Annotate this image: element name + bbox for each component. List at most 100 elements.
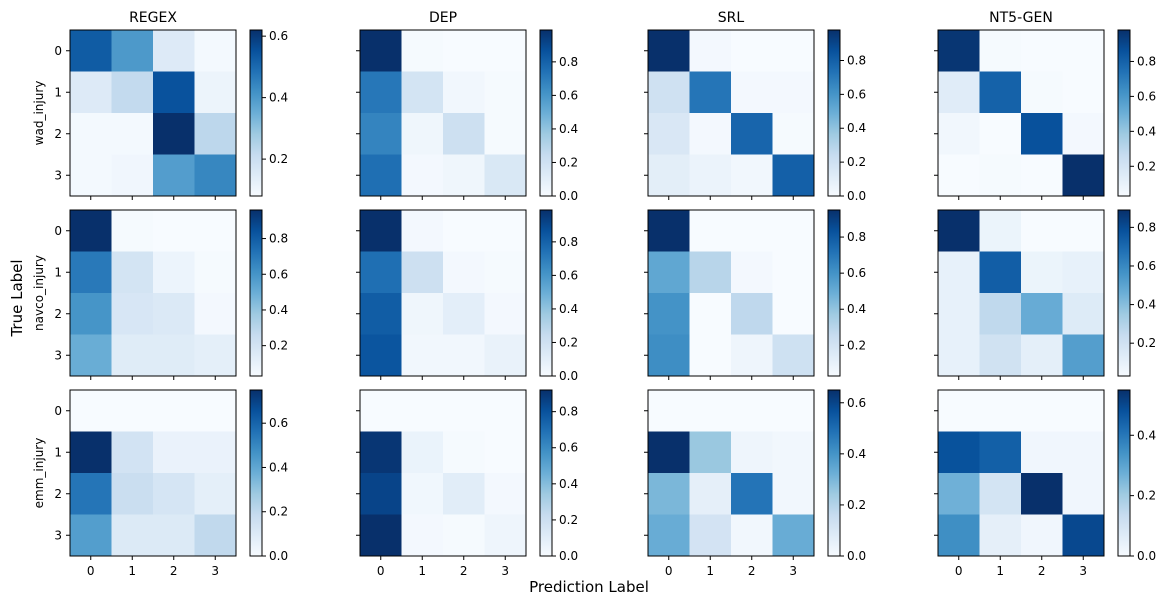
colorbar	[540, 30, 552, 196]
heatmap-cell	[1021, 113, 1063, 155]
heatmap-cell	[1062, 154, 1105, 197]
heatmap-cell	[194, 473, 237, 515]
heatmap-cell	[979, 154, 1022, 197]
heatmap-panel: 0 0 1 1 2 2 3 3 emm_injury 0.0 0.2 0.4 0.6	[32, 389, 288, 578]
heatmap-cell	[1062, 113, 1105, 155]
heatmap-cell	[772, 251, 815, 294]
colorbar-tick-label: 0.8	[559, 235, 578, 249]
heatmap-cell	[194, 154, 237, 197]
heatmap-cell	[648, 334, 690, 377]
heatmap-cell	[731, 293, 773, 335]
heatmap-cell	[401, 293, 444, 335]
heatmap-cell	[111, 154, 154, 197]
heatmap-cell	[70, 210, 112, 252]
colorbar-tick-label: 0.8	[1137, 220, 1156, 234]
heatmap-cell	[360, 154, 402, 197]
heatmap-cell	[360, 113, 402, 155]
heatmap-cell	[401, 473, 444, 515]
heatmap-cell	[689, 113, 732, 155]
colorbar-frame	[1117, 209, 1131, 377]
heatmap-cell	[70, 514, 112, 557]
heatmap-cell	[401, 210, 444, 252]
heatmap-cell	[360, 473, 402, 515]
x-tick-label: 3	[1079, 564, 1087, 578]
colorbar	[540, 390, 552, 556]
heatmap-cell	[70, 390, 112, 432]
y-tick-label: 0	[54, 44, 62, 58]
heatmap-cell	[401, 71, 444, 114]
colorbar-tick-label: 0.2	[269, 505, 288, 519]
x-tick-label: 1	[706, 564, 714, 578]
heatmap-cell	[194, 71, 237, 114]
heatmap-cell	[484, 154, 527, 197]
colorbar-frame	[827, 389, 841, 557]
heatmap-cell	[70, 30, 112, 72]
heatmap-cell	[1062, 71, 1105, 114]
heatmap-cell	[401, 514, 444, 557]
heatmap-cell	[194, 30, 237, 72]
heatmap-cell	[1021, 293, 1063, 335]
heatmap-cell	[70, 431, 112, 474]
heatmap-cell	[1062, 210, 1105, 252]
row-label: navco_injury	[32, 255, 46, 331]
colorbar-tick-label: 0.6	[559, 441, 578, 455]
colorbar-frame	[249, 29, 263, 197]
heatmap-cell	[443, 390, 485, 432]
x-tick-label: 3	[789, 564, 797, 578]
heatmap-cell	[194, 514, 237, 557]
colorbar	[1118, 210, 1130, 376]
heatmap-cell	[938, 30, 980, 72]
y-tick-label: 1	[54, 265, 62, 279]
heatmap-cell	[938, 473, 980, 515]
heatmap-cell	[648, 30, 690, 72]
x-tick-label: 1	[418, 564, 426, 578]
heatmap-cell	[153, 390, 195, 432]
heatmap-cell	[979, 210, 1022, 252]
colorbar-tick-label: 0.4	[559, 477, 578, 491]
colorbar-tick-label: 0.6	[559, 268, 578, 282]
x-tick-label: 2	[1038, 564, 1046, 578]
heatmap-cell	[1021, 431, 1063, 474]
heatmap-cell	[484, 334, 527, 377]
heatmap-frame	[69, 389, 237, 557]
heatmap-cell	[772, 473, 815, 515]
heatmap-cell	[772, 390, 815, 432]
heatmap-cell	[938, 334, 980, 377]
colorbar-tick-label: 0.6	[847, 396, 866, 410]
x-tick-label: 3	[501, 564, 509, 578]
heatmap-cell	[484, 293, 527, 335]
colorbar-frame	[249, 209, 263, 377]
heatmap-cell	[648, 514, 690, 557]
heatmap-cell	[731, 431, 773, 474]
colorbar-tick-label: 0.2	[559, 155, 578, 169]
heatmap-cell	[153, 431, 195, 474]
heatmap-cell	[401, 390, 444, 432]
heatmap-cell	[689, 30, 732, 72]
x-tick-label: 2	[460, 564, 468, 578]
heatmap-cell	[111, 293, 154, 335]
heatmap-cell	[689, 251, 732, 294]
heatmap-cell	[194, 431, 237, 474]
heatmap-frame	[359, 389, 527, 557]
heatmap-cell	[443, 210, 485, 252]
colorbar-tick-label: 0.2	[847, 498, 866, 512]
y-tick-label: 1	[54, 85, 62, 99]
colorbar-tick-label: 0.2	[1137, 336, 1156, 350]
x-tick-label: 0	[377, 564, 385, 578]
heatmap-cell	[111, 334, 154, 377]
x-tick-label: 0	[665, 564, 673, 578]
colorbar-frame	[827, 209, 841, 377]
heatmap-cell	[153, 113, 195, 155]
colorbar	[250, 390, 262, 556]
colorbar-tick-label: 0.8	[847, 53, 866, 67]
heatmap-panel: DEP 0.0 0.2 0.4 0.6 0.8	[356, 10, 578, 203]
colorbar-frame	[539, 209, 553, 377]
heatmap-cell	[1021, 210, 1063, 252]
heatmap-cell	[70, 473, 112, 515]
heatmap-frame	[647, 29, 815, 197]
heatmap-cell	[401, 334, 444, 377]
heatmap-cell	[979, 113, 1022, 155]
heatmap-cell	[484, 514, 527, 557]
heatmap-cell	[772, 210, 815, 252]
